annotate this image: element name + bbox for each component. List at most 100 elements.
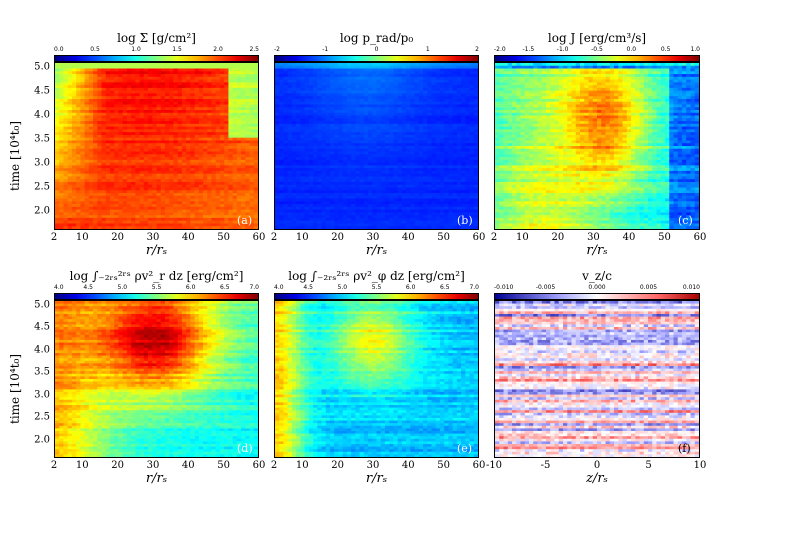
x-tick-label: 0 xyxy=(593,460,601,471)
x-tick-label: 10 xyxy=(693,460,707,471)
colorbar-tick-label: 6.0 xyxy=(185,284,196,291)
x-tick-label: 40 xyxy=(401,232,415,243)
panel-label-f: (f) xyxy=(678,442,691,455)
panel-label-d: (d) xyxy=(237,442,253,455)
panel-label-a: (a) xyxy=(237,214,253,227)
panel-title-d: log ∫₋₂ᵣₛ²ʳˢ ρv²_r dz [erg/cm²] xyxy=(69,269,244,283)
colorbar-tick-label: 7.0 xyxy=(469,284,479,291)
colorbar-tick-label: 6.0 xyxy=(405,284,416,291)
y-tick-label: 5.0 xyxy=(34,299,50,310)
x-tick-label: 2 xyxy=(490,232,498,243)
x-tick-label: 10 xyxy=(295,232,309,243)
y-tick-label: 3.5 xyxy=(34,366,50,378)
panel-label-e: (e) xyxy=(457,442,473,455)
x-tick-label: 20 xyxy=(111,232,124,243)
y-axis-label: time [10⁴t₀] xyxy=(8,120,22,191)
colorbar-tick-label: -0.005 xyxy=(535,284,556,291)
x-tick-label: 2 xyxy=(270,460,278,471)
x-tick-label: 30 xyxy=(146,232,160,243)
x-tick-label: 60 xyxy=(472,460,486,471)
colorbar-tick-label: 0.5 xyxy=(90,46,100,53)
x-tick-label: 30 xyxy=(146,460,160,471)
x-tick-label: 60 xyxy=(472,232,486,243)
colorbar-tick-label: 6.5 xyxy=(220,284,230,291)
colorbar-tick-label: 5.0 xyxy=(117,284,128,291)
panel-title-c: log J [erg/cm³/s] xyxy=(547,31,647,45)
x-tick-label: 60 xyxy=(693,232,707,243)
colorbar-c xyxy=(494,55,700,62)
colorbar-tick-label: -0.010 xyxy=(494,284,514,291)
heatmap-f xyxy=(494,300,700,458)
x-tick-label: 60 xyxy=(252,232,266,243)
y-tick-label: 4.0 xyxy=(34,109,50,121)
y-tick-label: 3.0 xyxy=(34,389,50,401)
x-tick-label: 2 xyxy=(270,232,278,243)
x-tick-label: 60 xyxy=(252,460,266,471)
colorbar-tick-label: 2.0 xyxy=(213,46,223,53)
colorbar-tick-label: 0.0 xyxy=(626,46,637,53)
colorbar-tick-label: 6.5 xyxy=(440,284,450,291)
x-axis-label-c: r/rₛ xyxy=(586,243,608,258)
panel-label-c: (c) xyxy=(678,214,693,227)
panel-title-f: v_z/c xyxy=(582,269,612,283)
colorbar-b xyxy=(274,55,479,62)
colorbar-tick-label: 0.0 xyxy=(54,46,64,53)
x-tick-label: 50 xyxy=(217,460,231,471)
colorbar-tick-label: 1.0 xyxy=(131,46,141,53)
panel-label-b: (b) xyxy=(457,214,473,227)
y-tick-label: 2.0 xyxy=(34,434,50,446)
heatmap-c xyxy=(494,62,700,230)
x-tick-label: 20 xyxy=(111,460,124,471)
x-tick-label: 50 xyxy=(437,460,451,471)
heatmap-a xyxy=(54,62,259,230)
colorbar-tick-label: -1.5 xyxy=(522,46,535,53)
colorbar-tick-label: 4.0 xyxy=(274,284,284,291)
colorbar-tick-label: 4.5 xyxy=(303,284,313,291)
x-tick-label: 40 xyxy=(181,460,195,471)
x-tick-label: 10 xyxy=(75,232,89,243)
x-tick-label: 2 xyxy=(50,460,58,471)
colorbar-tick-label: 2 xyxy=(475,46,479,53)
colorbar-tick-label: -1.0 xyxy=(556,46,569,53)
x-axis-label-f: z/rₛ xyxy=(586,471,608,486)
y-tick-label: 4.5 xyxy=(34,85,50,97)
x-tick-label: 30 xyxy=(366,232,380,243)
colorbar-e xyxy=(274,293,479,300)
colorbar-tick-label: 1 xyxy=(425,46,430,53)
panel-title-a: log Σ [g/cm²] xyxy=(117,31,196,45)
colorbar-tick-label: 7.0 xyxy=(249,284,259,291)
colorbar-d xyxy=(54,293,259,300)
colorbar-tick-label: 5.5 xyxy=(371,284,382,291)
x-axis-label-d: r/rₛ xyxy=(145,471,168,486)
colorbar-tick-label: 5.5 xyxy=(151,284,162,291)
colorbar-tick-label: -0.5 xyxy=(591,46,603,53)
colorbar-tick-label: -2 xyxy=(274,46,280,53)
heatmap-b xyxy=(274,62,479,230)
colorbar-tick-label: 0.000 xyxy=(588,284,606,291)
colorbar-tick-label: -2.0 xyxy=(494,46,506,53)
heatmap-d xyxy=(54,300,259,458)
y-tick-label: 4.5 xyxy=(34,321,50,333)
colorbar-tick-label: 0 xyxy=(374,46,379,53)
x-tick-label: 20 xyxy=(551,232,565,243)
x-axis-label-b: r/rₛ xyxy=(365,243,388,258)
x-tick-label: 20 xyxy=(331,232,344,243)
y-axis-label: time [10⁴t₀] xyxy=(8,353,22,424)
x-tick-label: 20 xyxy=(331,460,344,471)
colorbar-tick-label: 1.5 xyxy=(172,46,182,53)
x-tick-label: 50 xyxy=(437,232,451,243)
panel-title-b: log p_rad/p₀ xyxy=(339,31,414,45)
colorbar-tick-label: 2.5 xyxy=(249,46,259,53)
x-axis-label-e: r/rₛ xyxy=(365,471,388,486)
x-tick-label: 30 xyxy=(587,232,600,243)
colorbar-tick-label: 0.5 xyxy=(660,46,671,53)
colorbar-tick-label: 5.0 xyxy=(337,284,348,291)
x-tick-label: 40 xyxy=(622,232,636,243)
y-tick-label: 3.0 xyxy=(34,157,50,169)
x-tick-label: 40 xyxy=(401,460,415,471)
x-tick-label: 50 xyxy=(658,232,671,243)
colorbar-f xyxy=(494,293,700,300)
y-tick-label: 3.5 xyxy=(34,133,50,145)
colorbar-a xyxy=(54,55,259,62)
y-tick-label: 2.5 xyxy=(34,411,50,423)
